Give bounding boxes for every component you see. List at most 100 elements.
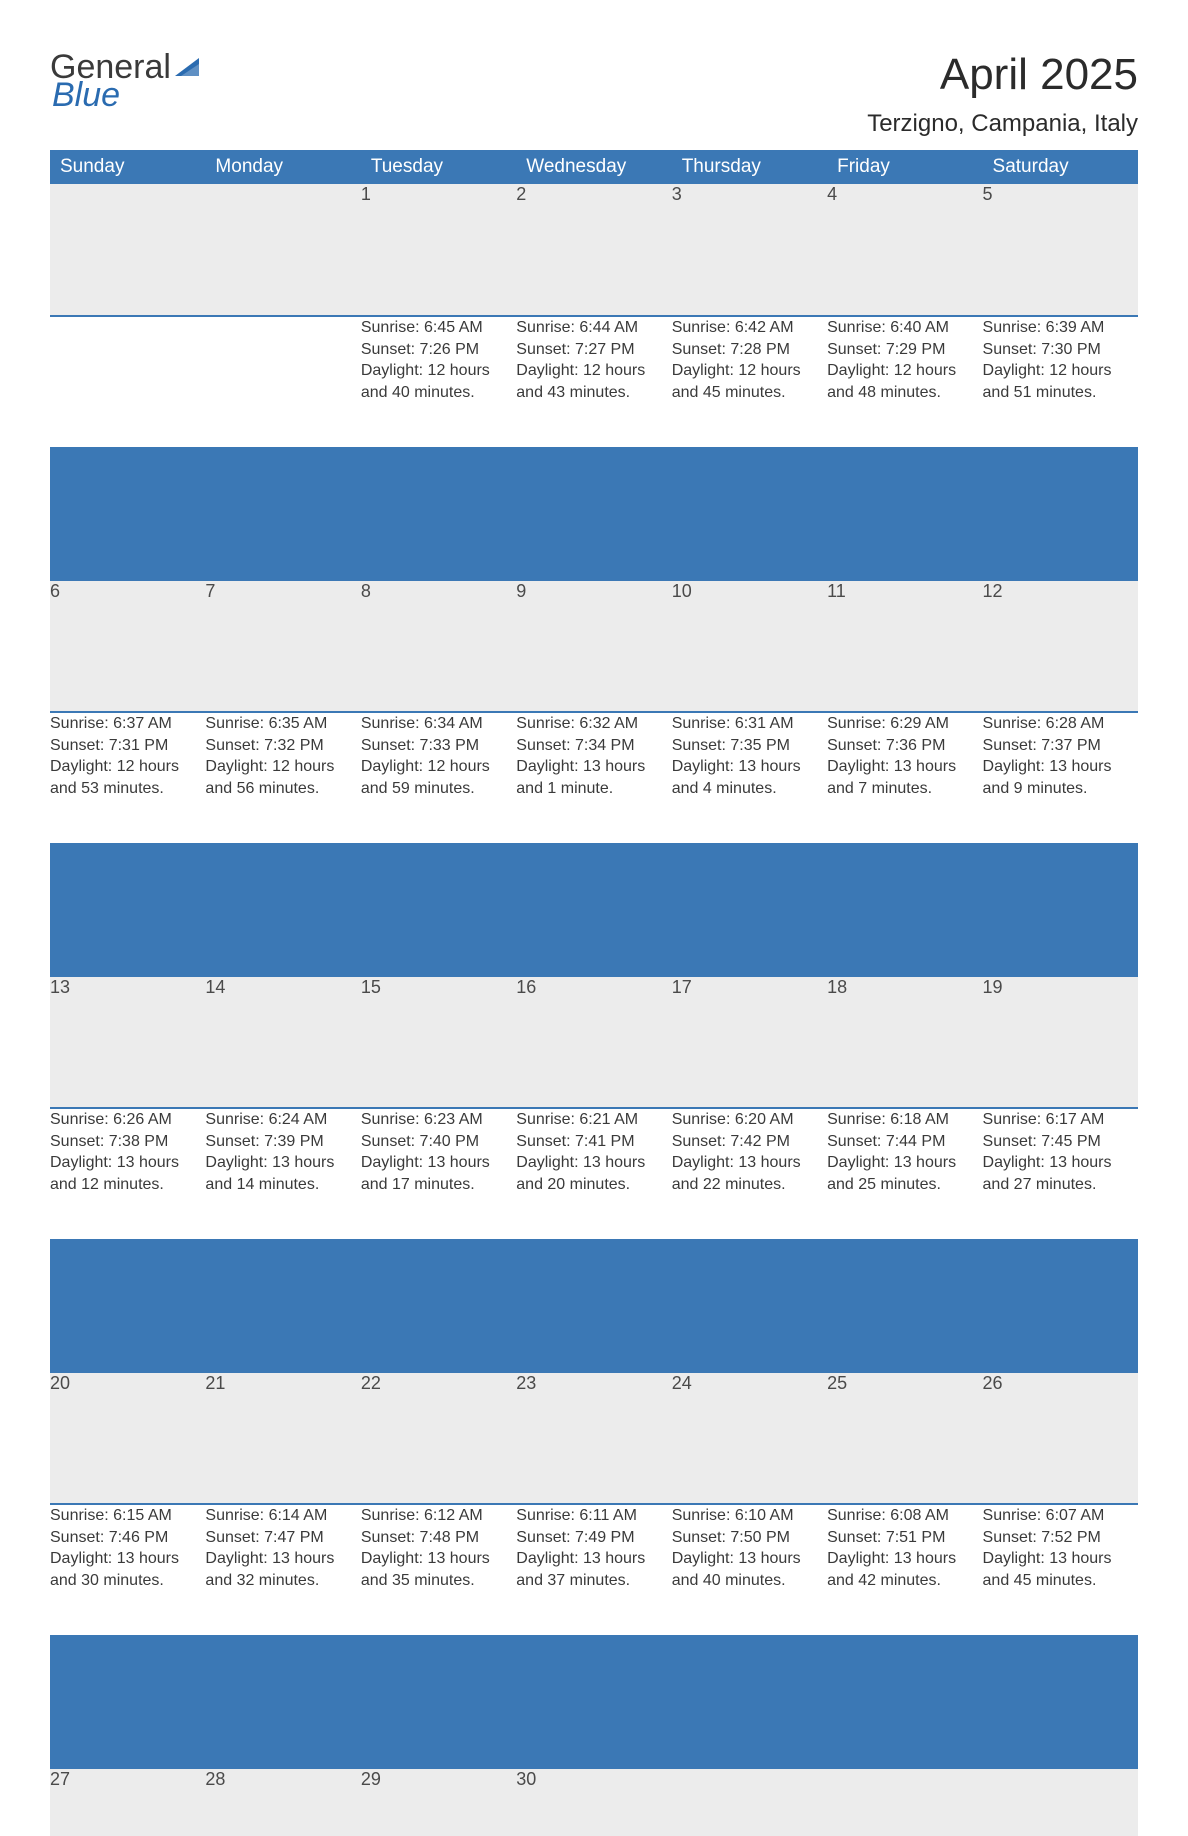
sunrise-text: Sunrise: 6:32 AM (516, 713, 671, 735)
sunset-text: Sunset: 7:28 PM (672, 339, 827, 361)
day-number-cell: 16 (516, 976, 671, 1108)
daylight-text: Daylight: 13 hours and 40 minutes. (672, 1548, 827, 1591)
sunrise-text: Sunrise: 6:31 AM (672, 713, 827, 735)
sunset-text: Sunset: 7:40 PM (361, 1131, 516, 1153)
day-number-cell: 25 (827, 1372, 982, 1504)
day-number-cell: 8 (361, 580, 516, 712)
day-number-cell: 19 (983, 976, 1138, 1108)
sunset-text: Sunset: 7:48 PM (361, 1527, 516, 1549)
sunset-text: Sunset: 7:44 PM (827, 1131, 982, 1153)
day-number-cell: 15 (361, 976, 516, 1108)
day-content-cell: Sunrise: 6:07 AMSunset: 7:52 PMDaylight:… (983, 1504, 1138, 1636)
sunrise-text: Sunrise: 6:35 AM (205, 713, 360, 735)
daylight-text: Daylight: 12 hours and 48 minutes. (827, 360, 982, 403)
day-number-cell: 18 (827, 976, 982, 1108)
sunset-text: Sunset: 7:51 PM (827, 1527, 982, 1549)
day-content-cell: Sunrise: 6:11 AMSunset: 7:49 PMDaylight:… (516, 1504, 671, 1636)
daylight-text: Daylight: 13 hours and 4 minutes. (672, 756, 827, 799)
daylight-text: Daylight: 12 hours and 45 minutes. (672, 360, 827, 403)
sunrise-text: Sunrise: 6:26 AM (50, 1109, 205, 1131)
day-number-cell (50, 184, 205, 316)
daylight-text: Daylight: 12 hours and 53 minutes. (50, 756, 205, 799)
day-number-cell: 11 (827, 580, 982, 712)
day-number-cell: 20 (50, 1372, 205, 1504)
sunrise-text: Sunrise: 6:24 AM (205, 1109, 360, 1131)
day-content-cell: Sunrise: 6:37 AMSunset: 7:31 PMDaylight:… (50, 712, 205, 844)
sunrise-text: Sunrise: 6:40 AM (827, 317, 982, 339)
day-number-cell: 1 (361, 184, 516, 316)
weekday-header: Friday (827, 150, 982, 184)
weekday-header: Tuesday (361, 150, 516, 184)
day-content-cell: Sunrise: 6:28 AMSunset: 7:37 PMDaylight:… (983, 712, 1138, 844)
day-number-cell: 5 (983, 184, 1138, 316)
sunset-text: Sunset: 7:36 PM (827, 735, 982, 757)
day-number-cell: 26 (983, 1372, 1138, 1504)
day-number-cell: 17 (672, 976, 827, 1108)
day-content-cell: Sunrise: 6:24 AMSunset: 7:39 PMDaylight:… (205, 1108, 360, 1240)
sunrise-text: Sunrise: 6:14 AM (205, 1505, 360, 1527)
sunrise-text: Sunrise: 6:21 AM (516, 1109, 671, 1131)
weekday-header: Thursday (672, 150, 827, 184)
day-number-cell (205, 184, 360, 316)
day-content-cell: Sunrise: 6:08 AMSunset: 7:51 PMDaylight:… (827, 1504, 982, 1636)
day-number-cell: 3 (672, 184, 827, 316)
sunset-text: Sunset: 7:42 PM (672, 1131, 827, 1153)
daylight-text: Daylight: 12 hours and 43 minutes. (516, 360, 671, 403)
day-number-cell: 4 (827, 184, 982, 316)
title-block: April 2025 Terzigno, Campania, Italy (867, 50, 1138, 138)
daylight-text: Daylight: 12 hours and 59 minutes. (361, 756, 516, 799)
daylight-text: Daylight: 13 hours and 7 minutes. (827, 756, 982, 799)
daylight-text: Daylight: 13 hours and 17 minutes. (361, 1152, 516, 1195)
day-number-cell: 6 (50, 580, 205, 712)
day-content-cell: Sunrise: 6:20 AMSunset: 7:42 PMDaylight:… (672, 1108, 827, 1240)
sunset-text: Sunset: 7:39 PM (205, 1131, 360, 1153)
sunset-text: Sunset: 7:26 PM (361, 339, 516, 361)
day-number-cell: 22 (361, 1372, 516, 1504)
day-content-cell: Sunrise: 6:18 AMSunset: 7:44 PMDaylight:… (827, 1108, 982, 1240)
weekday-header: Sunday (50, 150, 205, 184)
sunset-text: Sunset: 7:37 PM (983, 735, 1138, 757)
daylight-text: Daylight: 12 hours and 56 minutes. (205, 756, 360, 799)
daylight-text: Daylight: 13 hours and 9 minutes. (983, 756, 1138, 799)
daylight-text: Daylight: 13 hours and 22 minutes. (672, 1152, 827, 1195)
sunrise-text: Sunrise: 6:29 AM (827, 713, 982, 735)
sunset-text: Sunset: 7:52 PM (983, 1527, 1138, 1549)
day-content-cell: Sunrise: 6:23 AMSunset: 7:40 PMDaylight:… (361, 1108, 516, 1240)
day-content-cell: Sunrise: 6:15 AMSunset: 7:46 PMDaylight:… (50, 1504, 205, 1636)
sunset-text: Sunset: 7:45 PM (983, 1131, 1138, 1153)
sunrise-text: Sunrise: 6:37 AM (50, 713, 205, 735)
daylight-text: Daylight: 13 hours and 32 minutes. (205, 1548, 360, 1591)
page-header: General Blue April 2025 Terzigno, Campan… (50, 50, 1138, 138)
daylight-text: Daylight: 13 hours and 27 minutes. (983, 1152, 1138, 1195)
day-content-cell: Sunrise: 6:44 AMSunset: 7:27 PMDaylight:… (516, 316, 671, 448)
day-content-cell: Sunrise: 6:21 AMSunset: 7:41 PMDaylight:… (516, 1108, 671, 1240)
daylight-text: Daylight: 13 hours and 1 minute. (516, 756, 671, 799)
month-title: April 2025 (867, 50, 1138, 100)
daylight-text: Daylight: 13 hours and 45 minutes. (983, 1548, 1138, 1591)
day-number-cell: 29 (361, 1768, 516, 1836)
sunset-text: Sunset: 7:30 PM (983, 339, 1138, 361)
weekday-header: Monday (205, 150, 360, 184)
day-number-cell (827, 1768, 982, 1836)
daylight-text: Daylight: 13 hours and 20 minutes. (516, 1152, 671, 1195)
sunset-text: Sunset: 7:35 PM (672, 735, 827, 757)
sunrise-text: Sunrise: 6:08 AM (827, 1505, 982, 1527)
sunrise-text: Sunrise: 6:15 AM (50, 1505, 205, 1527)
sunset-text: Sunset: 7:47 PM (205, 1527, 360, 1549)
sunrise-text: Sunrise: 6:39 AM (983, 317, 1138, 339)
logo-word2: Blue (52, 78, 205, 112)
day-number-cell: 7 (205, 580, 360, 712)
day-content-cell: Sunrise: 6:34 AMSunset: 7:33 PMDaylight:… (361, 712, 516, 844)
day-content-cell (50, 316, 205, 448)
sunrise-text: Sunrise: 6:20 AM (672, 1109, 827, 1131)
day-content-cell: Sunrise: 6:26 AMSunset: 7:38 PMDaylight:… (50, 1108, 205, 1240)
day-number-cell: 24 (672, 1372, 827, 1504)
sunrise-text: Sunrise: 6:44 AM (516, 317, 671, 339)
location-subtitle: Terzigno, Campania, Italy (867, 110, 1138, 138)
sunset-text: Sunset: 7:49 PM (516, 1527, 671, 1549)
sunset-text: Sunset: 7:41 PM (516, 1131, 671, 1153)
sunset-text: Sunset: 7:27 PM (516, 339, 671, 361)
day-number-cell (672, 1768, 827, 1836)
daylight-text: Daylight: 12 hours and 51 minutes. (983, 360, 1138, 403)
daylight-text: Daylight: 13 hours and 12 minutes. (50, 1152, 205, 1195)
